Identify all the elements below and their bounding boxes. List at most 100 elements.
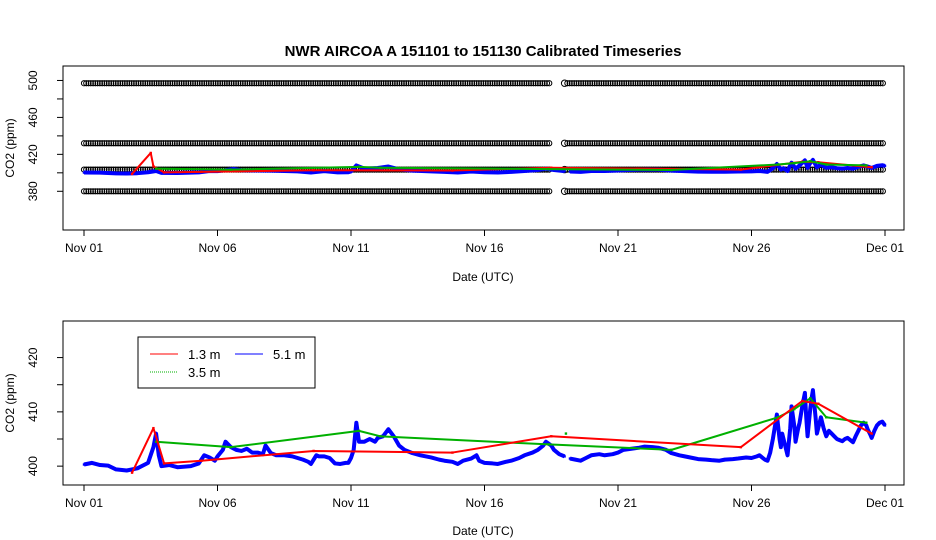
calibration-point	[232, 140, 240, 147]
calibration-point	[144, 188, 151, 195]
calibration-point	[512, 80, 519, 87]
calibration-point	[319, 188, 326, 195]
calibration-point	[868, 188, 875, 195]
calibration-point	[514, 188, 521, 195]
calibration-point	[262, 80, 269, 87]
calibration-point	[362, 140, 369, 147]
calibration-point	[827, 80, 834, 87]
bottom-data-point	[775, 413, 779, 416]
top-x-tick-label: Dec 01	[866, 241, 904, 255]
calibration-point	[285, 80, 292, 87]
calibration-point	[178, 188, 185, 195]
calibration-point	[543, 80, 551, 87]
top-x-tick-label: Nov 01	[65, 241, 103, 255]
calibration-point	[686, 188, 694, 195]
calibration-point	[859, 80, 866, 87]
calibration-point	[677, 188, 684, 195]
calibration-point	[600, 140, 607, 147]
calibration-point	[757, 188, 764, 195]
calibration-point	[659, 140, 666, 147]
calibration-point	[124, 80, 131, 87]
bottom-data-point	[368, 437, 371, 441]
calibration-point	[344, 80, 351, 87]
calibration-point	[312, 80, 319, 87]
calibration-point	[691, 140, 698, 147]
calibration-point	[516, 188, 523, 195]
calibration-point	[764, 188, 771, 195]
calibration-point	[527, 80, 535, 87]
bottom-data-point	[411, 451, 414, 455]
bottom-x-axis-label: Date (UTC)	[452, 524, 513, 538]
calibration-point	[834, 80, 841, 87]
calibration-point	[167, 80, 174, 87]
calibration-point	[341, 80, 349, 87]
calibration-point	[770, 80, 778, 87]
calibration-point	[162, 140, 169, 147]
calibration-point	[183, 80, 190, 87]
calibration-point	[450, 140, 458, 147]
calibration-point	[273, 188, 281, 195]
bottom-data-point	[777, 416, 780, 419]
calibration-point	[296, 140, 303, 147]
calibration-point	[800, 166, 807, 173]
calibration-point	[707, 80, 714, 87]
calibration-point	[686, 80, 694, 87]
calibration-point	[260, 80, 267, 87]
calibration-point	[153, 188, 160, 195]
bottom-data-point	[801, 399, 804, 403]
calibration-point	[425, 140, 433, 147]
bottom-data-point	[189, 464, 192, 468]
calibration-point	[403, 140, 410, 147]
calibration-point	[598, 80, 605, 87]
bottom-data-point	[176, 466, 179, 469]
calibration-point	[736, 80, 743, 87]
calibration-point	[532, 188, 539, 195]
calibration-point	[214, 140, 222, 147]
calibration-point	[573, 140, 580, 147]
legend-label-5-1m: 5.1 m	[273, 347, 306, 362]
calibration-point	[196, 80, 203, 87]
calibration-point	[877, 140, 884, 147]
calibration-point	[314, 140, 321, 147]
bottom-data-point	[825, 435, 828, 438]
calibration-point	[648, 140, 655, 147]
bottom-data-point	[568, 457, 572, 460]
calibration-point	[253, 80, 260, 87]
bottom-data-point	[536, 448, 540, 452]
calibration-point	[83, 140, 90, 147]
calibration-point	[135, 80, 142, 87]
calibration-point	[534, 140, 542, 147]
calibration-point	[589, 80, 596, 87]
calibration-point	[586, 80, 594, 87]
calibration-point	[804, 140, 812, 147]
bottom-data-point	[491, 462, 494, 465]
top-data-point	[146, 171, 150, 174]
calibration-point	[668, 188, 675, 195]
calibration-point	[280, 188, 287, 195]
calibration-point	[807, 188, 814, 195]
calibration-point	[344, 140, 351, 147]
calibration-point	[205, 80, 212, 87]
bottom-data-point	[766, 459, 769, 462]
bottom-data-point	[835, 437, 839, 441]
calibration-point	[505, 80, 512, 87]
calibration-point	[194, 80, 201, 87]
calibration-point	[373, 80, 380, 87]
bottom-data-point	[349, 456, 353, 460]
calibration-point	[670, 188, 678, 195]
calibration-point	[509, 80, 517, 87]
calibration-point	[655, 140, 662, 147]
calibration-point	[103, 188, 110, 195]
calibration-point	[99, 80, 106, 87]
calibration-point	[398, 140, 405, 147]
bottom-data-point	[82, 463, 86, 466]
calibration-point	[875, 188, 882, 195]
bottom-data-point	[651, 445, 654, 449]
top-data-point	[782, 167, 785, 170]
top-data-point	[803, 159, 807, 162]
calibration-point	[600, 188, 607, 195]
calibration-point	[621, 188, 628, 195]
bottom-data-point	[789, 426, 792, 430]
calibration-point	[255, 80, 262, 87]
calibration-point	[723, 188, 730, 195]
